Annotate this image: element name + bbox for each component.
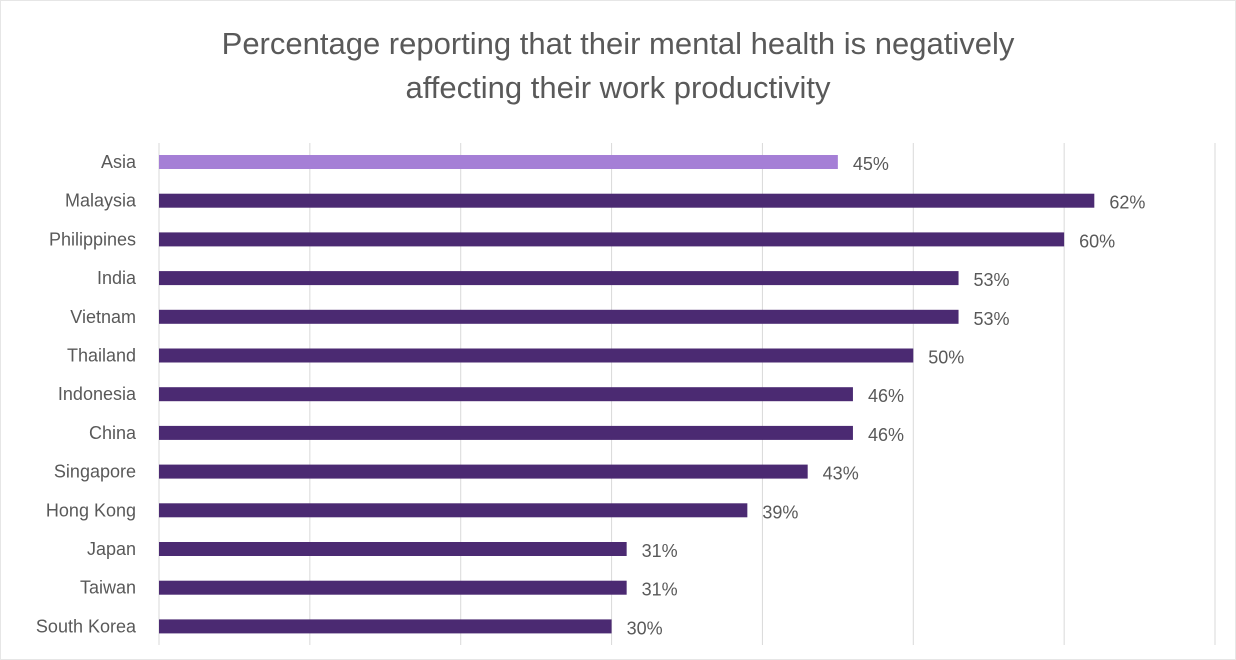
bar-indonesia <box>159 387 853 402</box>
data-label-taiwan: 31% <box>642 580 678 600</box>
data-label-vietnam: 53% <box>974 309 1010 329</box>
data-label-thailand: 50% <box>928 348 964 368</box>
bar-china <box>159 425 853 440</box>
bar-taiwan <box>159 580 627 595</box>
category-label-china: China <box>89 423 137 443</box>
bar-philippines <box>159 232 1065 247</box>
data-label-singapore: 43% <box>823 464 859 484</box>
bar-japan <box>159 542 627 556</box>
bar-vietnam <box>159 309 959 324</box>
bar-singapore <box>159 464 808 479</box>
category-label-taiwan: Taiwan <box>80 578 136 598</box>
bar-india <box>159 271 959 286</box>
category-label-south-korea: South Korea <box>36 616 137 636</box>
bars <box>159 155 1095 634</box>
category-label-asia: Asia <box>101 152 137 172</box>
data-label-china: 46% <box>868 425 904 445</box>
data-label-japan: 31% <box>642 541 678 561</box>
chart-title-line-1: Percentage reporting that their mental h… <box>221 26 1015 61</box>
bar-asia <box>159 155 838 169</box>
category-label-hong-kong: Hong Kong <box>46 500 136 520</box>
data-label-hong-kong: 39% <box>762 502 798 522</box>
data-labels: 45% 62% 60% 53% 53% 50% 46% 46% 43% 39% 31% 31% 30% <box>627 154 1146 638</box>
category-label-india: India <box>97 268 137 288</box>
data-label-india: 53% <box>974 270 1010 290</box>
bar-hong-kong <box>159 503 748 518</box>
bar-thailand <box>159 348 914 363</box>
category-label-singapore: Singapore <box>54 462 136 482</box>
category-label-indonesia: Indonesia <box>58 384 137 404</box>
category-labels: Asia Malaysia Philippines India Vietnam Thail… <box>36 152 137 636</box>
category-label-philippines: Philippines <box>49 229 136 249</box>
category-label-malaysia: Malaysia <box>65 191 137 211</box>
chart-title-line-2: affecting their work productivity <box>405 70 831 105</box>
data-label-philippines: 60% <box>1079 231 1115 251</box>
data-label-indonesia: 46% <box>868 386 904 406</box>
data-label-malaysia: 62% <box>1109 193 1145 213</box>
data-label-south-korea: 30% <box>627 618 663 638</box>
bar-malaysia <box>159 193 1095 208</box>
category-label-japan: Japan <box>87 539 136 559</box>
chart-title: Percentage reporting that their mental h… <box>0 22 1236 110</box>
bar-south-korea <box>159 619 612 634</box>
data-label-asia: 45% <box>853 154 889 174</box>
category-label-vietnam: Vietnam <box>70 307 136 327</box>
category-label-thailand: Thailand <box>67 346 136 366</box>
